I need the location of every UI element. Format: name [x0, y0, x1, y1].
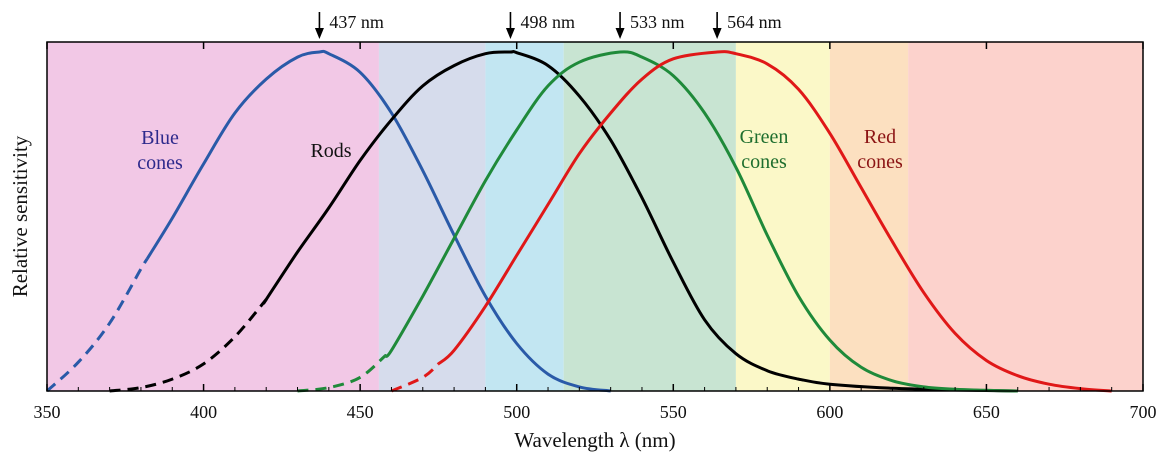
spectrum-band-5 — [735, 42, 830, 391]
x-tick-label: 550 — [660, 402, 687, 422]
down-arrow-icon — [712, 28, 722, 39]
sensitivity-curves — [45, 49, 1112, 393]
red-cones-label: cones — [857, 151, 903, 173]
red-cones-label: Red — [864, 126, 896, 148]
x-tick-label: 600 — [816, 402, 843, 422]
rods-curve — [262, 49, 1018, 393]
x-tick-label: 400 — [190, 402, 217, 422]
red-cones-curve-dashed — [390, 362, 440, 393]
x-tick-label: 700 — [1130, 402, 1157, 422]
x-tick-label: 350 — [34, 402, 61, 422]
green-cones-label: cones — [741, 151, 787, 173]
spectrum-band-7 — [908, 42, 1143, 391]
red-cones-curve — [437, 50, 1112, 393]
spectrum-band-6 — [829, 42, 909, 391]
spectrum-band-3 — [485, 42, 564, 391]
spectrum-band-2 — [378, 42, 486, 391]
peak-label: 533 nm — [630, 12, 685, 32]
down-arrow-icon — [615, 28, 625, 39]
x-axis-title: Wavelength λ (nm) — [514, 428, 675, 452]
y-axis-title: Relative sensitivity — [8, 135, 32, 297]
down-arrow-icon — [505, 28, 515, 39]
green-cones-label: Green — [740, 126, 789, 148]
blue-cones-curve — [145, 49, 611, 393]
blue-cones-curve-dashed — [45, 258, 149, 393]
peak-markers: 437 nm 498 nm 533 nm 564 nm — [314, 12, 782, 39]
rods-curve-dashed — [109, 298, 268, 393]
plot-frame — [46, 41, 1144, 392]
spectrum-bands — [47, 42, 1143, 391]
peak-label: 564 nm — [727, 12, 782, 32]
peak-label: 498 nm — [520, 12, 575, 32]
blue-cones-label: cones — [137, 152, 183, 174]
x-axis-ticks: 350 400 450 500 550 600 650 700 — [34, 42, 1157, 422]
x-tick-label: 450 — [347, 402, 374, 422]
green-cones-curve — [383, 50, 1018, 393]
curve-labels: Blue cones Rods Green cones Red cones — [137, 126, 903, 174]
x-tick-label: 500 — [503, 402, 530, 422]
x-tick-label: 650 — [973, 402, 1000, 422]
peak-label: 437 nm — [329, 12, 384, 32]
blue-cones-label: Blue — [141, 127, 179, 149]
down-arrow-icon — [314, 28, 324, 39]
rods-label: Rods — [310, 140, 351, 162]
